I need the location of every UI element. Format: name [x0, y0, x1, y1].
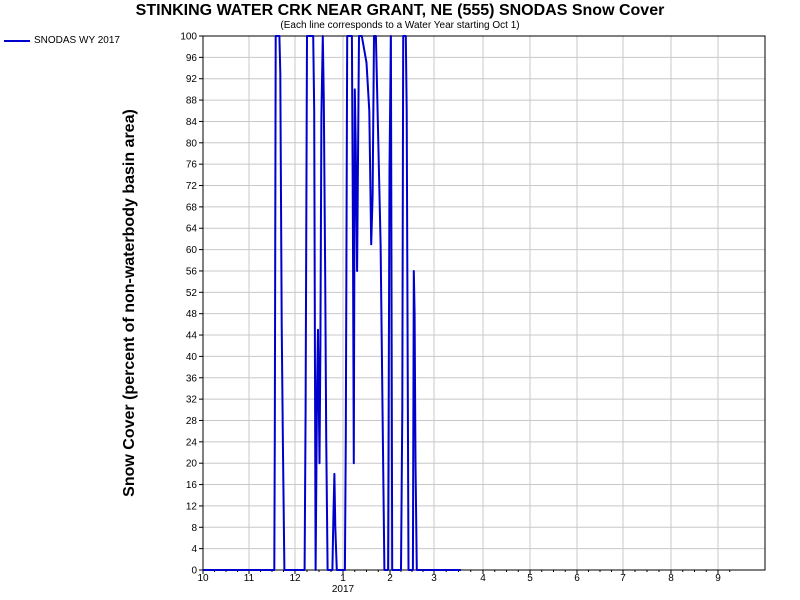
x-tick-label: 3: [431, 573, 437, 584]
legend: SNODAS WY 2017: [4, 35, 120, 46]
x-tick-label: 6: [574, 573, 580, 584]
y-tick-label: 88: [186, 96, 198, 107]
y-tick-label: 96: [186, 53, 198, 64]
y-tick-label: 64: [186, 224, 198, 235]
y-tick-label: 24: [186, 437, 198, 448]
y-tick-label: 12: [186, 501, 198, 512]
x-tick-label: 1: [340, 573, 346, 584]
y-tick-label: 44: [186, 331, 198, 342]
x-tick-label: 8: [668, 573, 674, 584]
series-line-wy2017: [203, 35, 461, 571]
plot-border: [202, 35, 766, 571]
y-tick-label: 4: [191, 544, 197, 555]
y-tick-label: 92: [186, 74, 198, 85]
legend-label: SNODAS WY 2017: [34, 35, 120, 46]
x-tick-label: 9: [715, 573, 721, 584]
y-tick-label: 20: [186, 459, 198, 470]
y-tick-label: 84: [186, 117, 198, 128]
y-tick-label: 76: [186, 160, 198, 171]
plot-background: [203, 36, 765, 570]
x-year-label: 2017: [332, 584, 355, 595]
y-tick-label: 52: [186, 288, 198, 299]
y-tick-label: 8: [191, 523, 197, 534]
y-tick-label: 36: [186, 373, 198, 384]
x-tick-label: 10: [197, 573, 209, 584]
y-tick-label: 72: [186, 181, 198, 192]
y-tick-label: 16: [186, 480, 198, 491]
x-tick-label: 5: [527, 573, 533, 584]
y-tick-label: 0: [191, 566, 197, 577]
y-tick-label: 100: [180, 32, 197, 43]
x-tick-label: 12: [289, 573, 301, 584]
chart-subtitle: (Each line corresponds to a Water Year s…: [280, 20, 520, 31]
y-tick-label: 60: [186, 245, 198, 256]
y-tick-label: 56: [186, 266, 198, 277]
x-tick-label: 4: [480, 573, 486, 584]
y-tick-label: 28: [186, 416, 198, 427]
y-tick-label: 48: [186, 309, 198, 320]
y-tick-label: 40: [186, 352, 198, 363]
y-tick-label: 80: [186, 138, 198, 149]
chart-title: STINKING WATER CRK NEAR GRANT, NE (555) …: [135, 2, 665, 19]
y-tick-label: 68: [186, 202, 198, 213]
x-tick-label: 2: [387, 573, 393, 584]
x-tick-label: 7: [620, 573, 626, 584]
legend-swatch: [4, 39, 30, 42]
y-tick-label: 32: [186, 395, 198, 406]
x-tick-label: 11: [244, 573, 255, 584]
